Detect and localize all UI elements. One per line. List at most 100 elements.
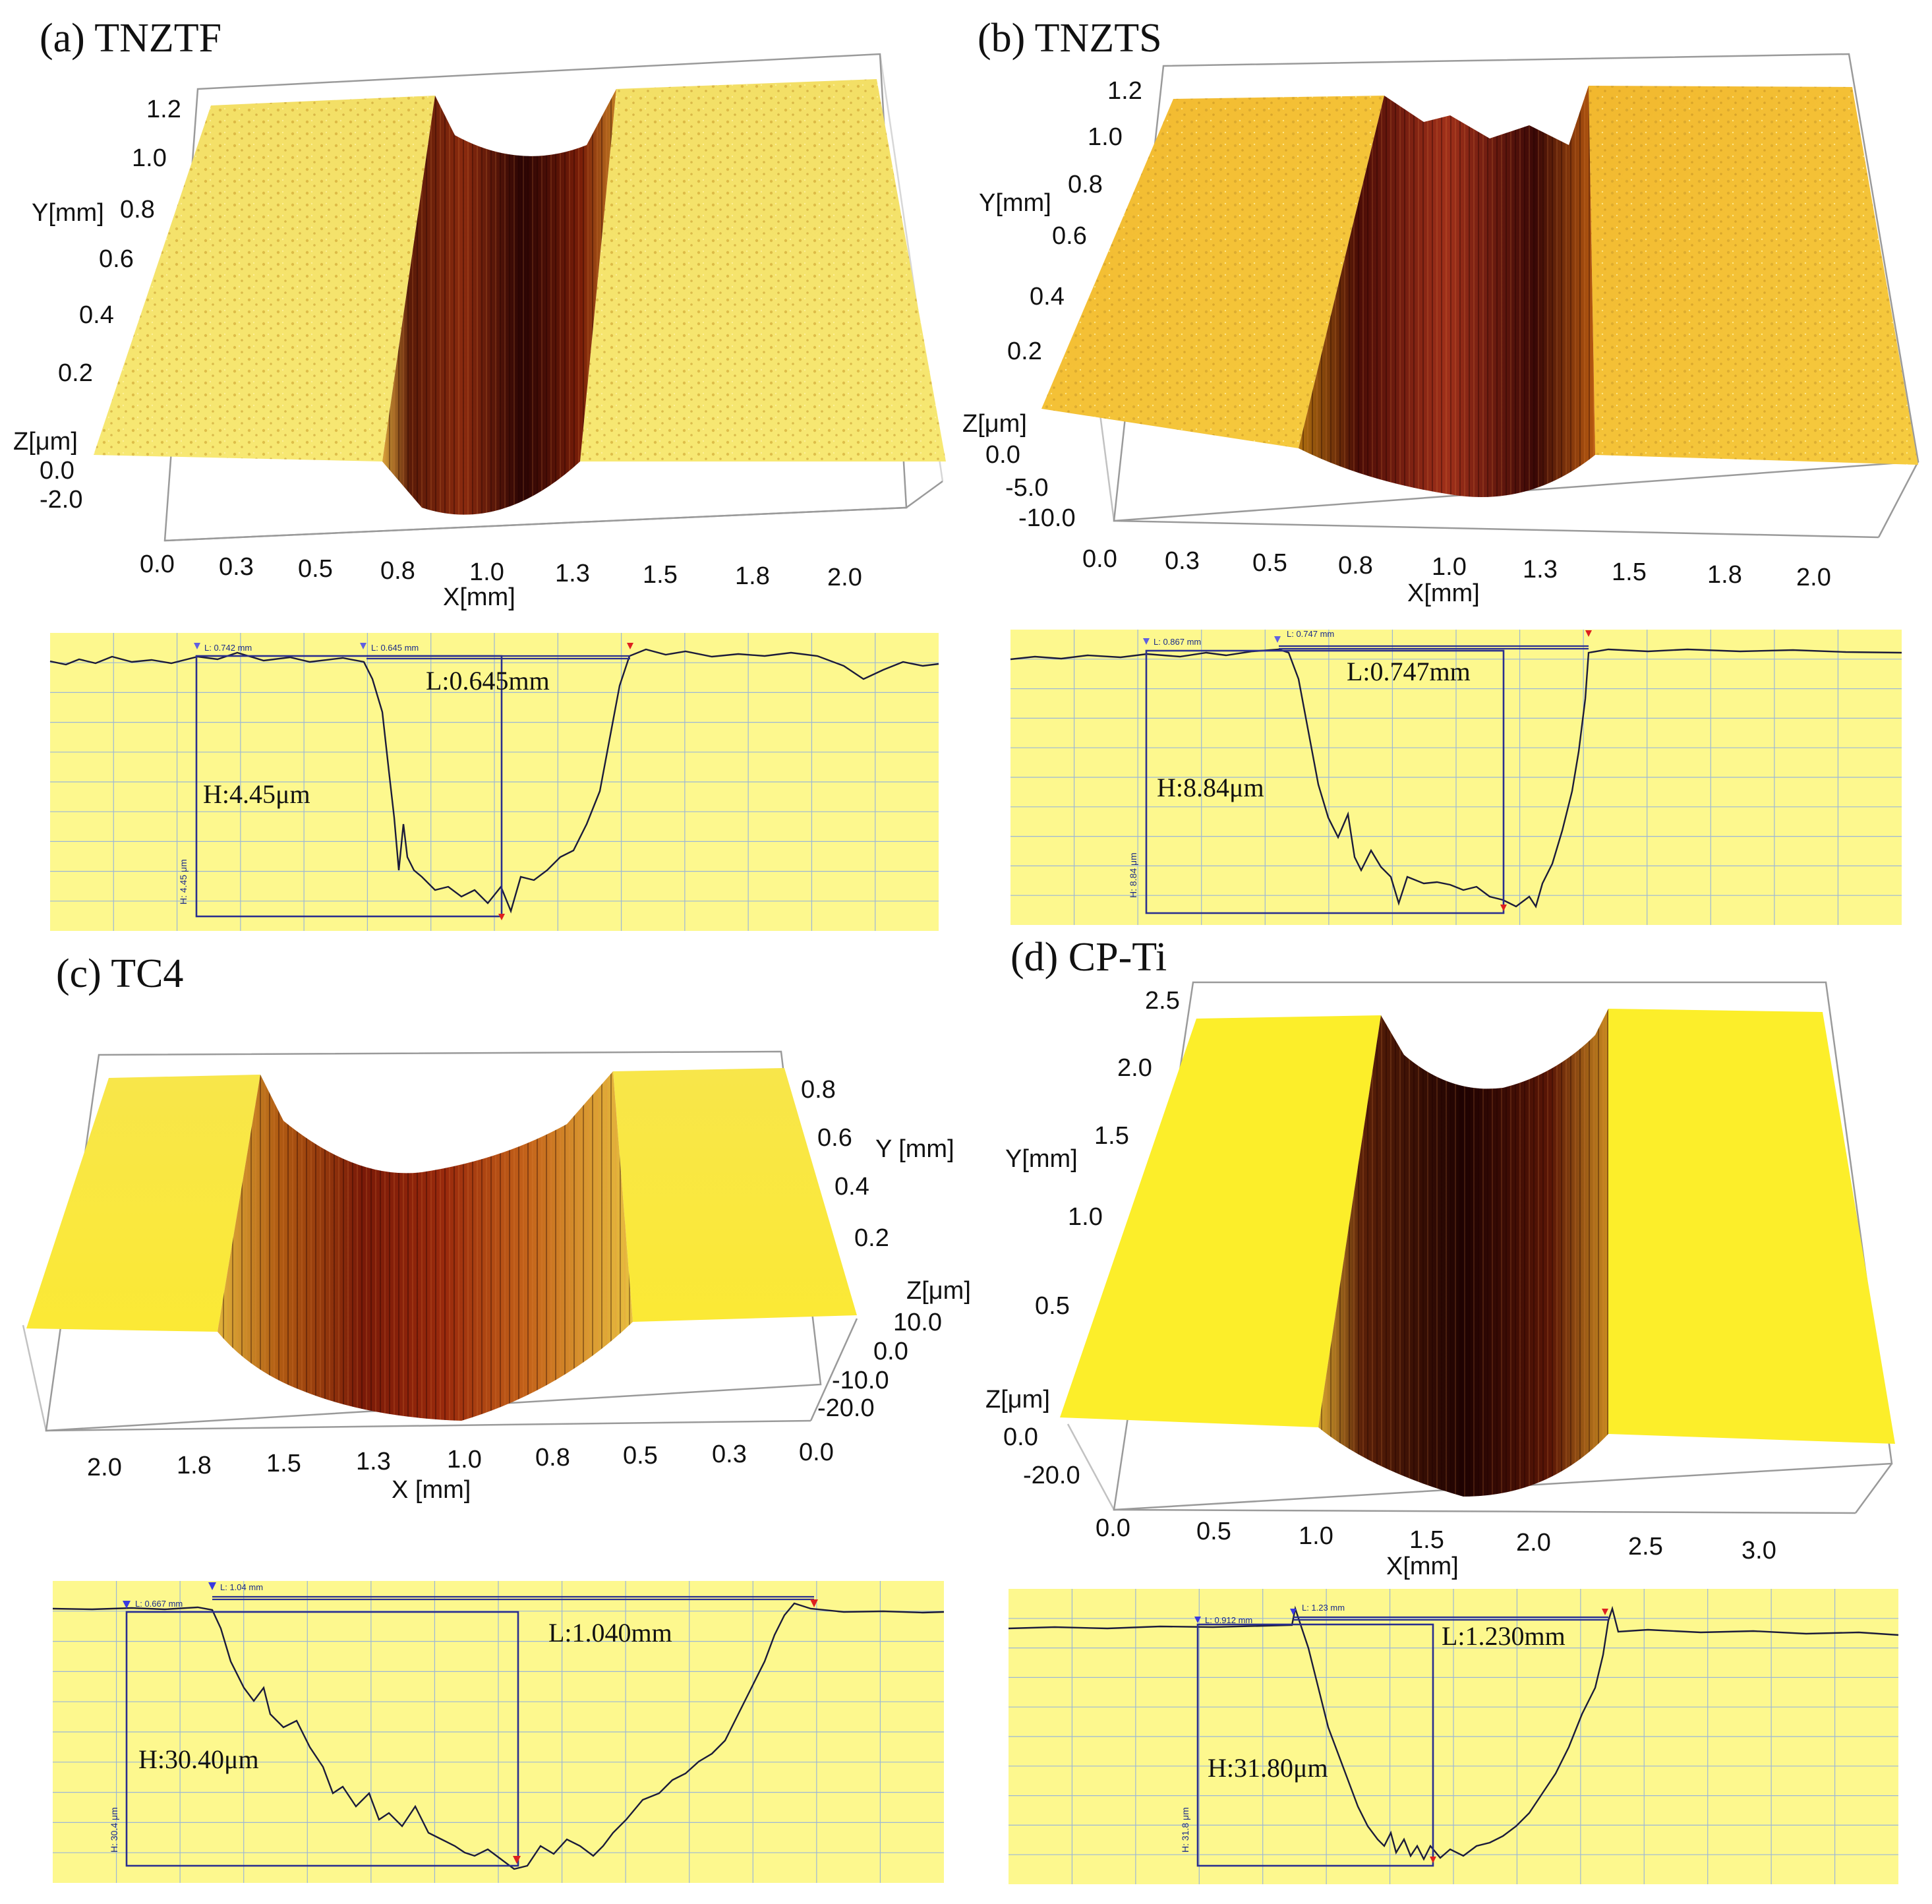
z-axis-label: Z[μm]	[962, 410, 1027, 438]
x-tick: 0.5	[298, 555, 333, 583]
x-tick: 1.0	[447, 1446, 482, 1473]
y-tick: 0.6	[817, 1124, 852, 1152]
marker-triangle	[1143, 638, 1150, 645]
y-tick: 0.8	[120, 196, 155, 223]
marker-label: L: 0.645 mm	[371, 643, 419, 653]
panel-title: (a) TNZTF	[40, 16, 221, 61]
y-tick: 1.2	[146, 96, 181, 123]
x-tick: 1.3	[356, 1448, 391, 1475]
panel-title: (c) TC4	[56, 951, 183, 996]
z-axis: Z[μm] 0.0 -20.0	[985, 1386, 1080, 1489]
marker-triangle	[513, 1856, 521, 1864]
x-axis: 0.0 0.3 0.5 0.8 1.0 1.3 1.5 1.8 2.0 X[mm…	[140, 550, 862, 611]
z-tick: -5.0	[1005, 474, 1048, 502]
profile-panel: L: 0.867 mm L: 0.747 mm H: 8.84 μm L:0.7…	[1010, 629, 1902, 925]
x-axis: 0.0 0.5 1.0 1.5 2.0 2.5 3.0 X[mm]	[1096, 1514, 1776, 1580]
marker-triangle	[123, 1601, 131, 1609]
z-axis: Z[μm] 10.0 0.0 -10.0 -20.0	[817, 1277, 971, 1422]
x-tick: 3.0	[1742, 1537, 1776, 1564]
surface-left	[1060, 1015, 1381, 1427]
z-tick: -2.0	[40, 486, 82, 514]
y-tick: 0.8	[801, 1076, 836, 1104]
panel-a: (a) TNZTF 0.0 0.3 0.5 0.8 1.0 1.3 1.5 1.…	[13, 16, 946, 931]
profile-grid	[50, 633, 939, 931]
x-tick: 2.0	[827, 564, 862, 591]
x-tick: 0.8	[380, 557, 415, 585]
x-tick: 0.8	[535, 1444, 570, 1472]
profile-grid	[1009, 1589, 1898, 1884]
x-tick: 2.0	[87, 1454, 122, 1481]
y-tick: 1.0	[132, 144, 167, 172]
width-label: L:1.040mm	[548, 1618, 672, 1648]
surface-left	[26, 1075, 260, 1332]
marker-triangle	[1500, 905, 1507, 911]
marker-triangle	[1274, 636, 1281, 643]
z-axis: Z[μm] 0.0 -5.0 -10.0	[962, 410, 1076, 532]
x-tick: 2.0	[1516, 1529, 1551, 1557]
surface-right	[1608, 1009, 1895, 1444]
z-tick: -20.0	[1023, 1462, 1080, 1489]
surface-3d: 2.0 1.8 1.5 1.3 1.0 0.8 0.5 0.3 0.0 X [m…	[22, 1050, 971, 1504]
depth-label: H:4.45μm	[203, 779, 310, 809]
marker-triangle	[627, 643, 633, 649]
profile-grid	[53, 1581, 944, 1883]
profile-panel: L: 0.912 mm L: 1.23 mm H: 31.8 μm L:1.23…	[1008, 1589, 1899, 1884]
x-axis: 0.0 0.3 0.5 0.8 1.0 1.3 1.5 1.8 2.0 X[mm…	[1082, 545, 1831, 607]
marker-triangle	[1430, 1857, 1436, 1863]
x-axis-label: X[mm]	[443, 583, 515, 611]
x-tick: 0.8	[1338, 552, 1373, 580]
x-tick: 0.5	[1252, 549, 1287, 577]
width-label: L:0.645mm	[426, 666, 550, 696]
y-tick: 0.4	[1030, 283, 1065, 311]
depth-box	[1196, 1623, 1434, 1867]
surface-right	[613, 1068, 857, 1322]
y-tick: 0.2	[1007, 338, 1042, 365]
panel-title: (b) TNZTS	[978, 16, 1162, 61]
panel-title: (d) CP-Ti	[1010, 935, 1167, 980]
width-label: L:1.230mm	[1442, 1621, 1566, 1651]
marker-label: H: 8.84 μm	[1128, 852, 1138, 898]
y-axis: 1.2 1.0 0.8 0.6 0.4 0.2 Y[mm]	[32, 96, 181, 387]
marker-triangle	[1602, 1609, 1608, 1615]
z-tick: -10.0	[832, 1367, 889, 1394]
y-tick: 0.4	[834, 1173, 869, 1201]
z-axis: Z[μm] 0.0 -2.0	[13, 428, 82, 514]
x-axis-label: X [mm]	[392, 1476, 471, 1504]
x-tick: 1.3	[1523, 556, 1558, 583]
y-axis: 2.5 2.0 1.5 1.0 0.5 Y[mm]	[1005, 987, 1180, 1320]
marker-label: L: 0.667 mm	[135, 1599, 183, 1609]
x-tick: 0.0	[1082, 545, 1117, 573]
surface-3d: 0.0 0.3 0.5 0.8 1.0 1.3 1.5 1.8 2.0 X[mm…	[13, 53, 946, 611]
z-tick: -20.0	[817, 1394, 875, 1422]
y-tick: 2.5	[1145, 987, 1180, 1015]
panel-c: (c) TC4 2.0 1.8 1.5 1.3 1.0 0.8 0.5 0.3 …	[22, 951, 971, 1883]
surface-3d: 0.0 0.5 1.0 1.5 2.0 2.5 3.0 X[mm] 2.5 2.…	[985, 981, 1895, 1580]
x-tick: 0.3	[712, 1441, 747, 1468]
marker-label: L: 0.912 mm	[1205, 1615, 1252, 1625]
z-tick: 10.0	[893, 1309, 942, 1336]
x-tick: 1.5	[643, 561, 678, 589]
y-axis: 0.8 0.6 0.4 0.2 Y [mm]	[801, 1076, 954, 1252]
x-tick: 1.5	[1409, 1526, 1444, 1554]
z-tick: 0.0	[1003, 1423, 1038, 1451]
profile-panel: L: 0.742 mm L: 0.645 mm H: 4.45 μm L:0.6…	[49, 633, 939, 931]
x-tick: 0.5	[623, 1442, 658, 1470]
width-label: L:0.747mm	[1347, 657, 1471, 686]
marker-label: H: 4.45 μm	[178, 859, 189, 905]
x-tick: 1.8	[177, 1452, 212, 1479]
profile-grid	[1010, 630, 1902, 925]
marker-label: L: 1.23 mm	[1302, 1603, 1345, 1613]
x-tick: 1.5	[1612, 558, 1647, 586]
z-tick: -10.0	[1018, 504, 1076, 532]
marker-label: L: 0.742 mm	[204, 643, 252, 653]
depth-box	[125, 1611, 519, 1867]
depth-label: H:30.40μm	[138, 1744, 259, 1774]
y-tick: 0.4	[79, 301, 114, 329]
marker-triangle	[810, 1599, 818, 1607]
profile-line	[1010, 648, 1902, 908]
marker-triangle	[1290, 1609, 1297, 1615]
z-axis-label: Z[μm]	[13, 428, 78, 456]
x-tick: 2.5	[1628, 1533, 1663, 1561]
x-axis-label: X[mm]	[1407, 580, 1480, 607]
marker-triangle	[208, 1582, 216, 1590]
